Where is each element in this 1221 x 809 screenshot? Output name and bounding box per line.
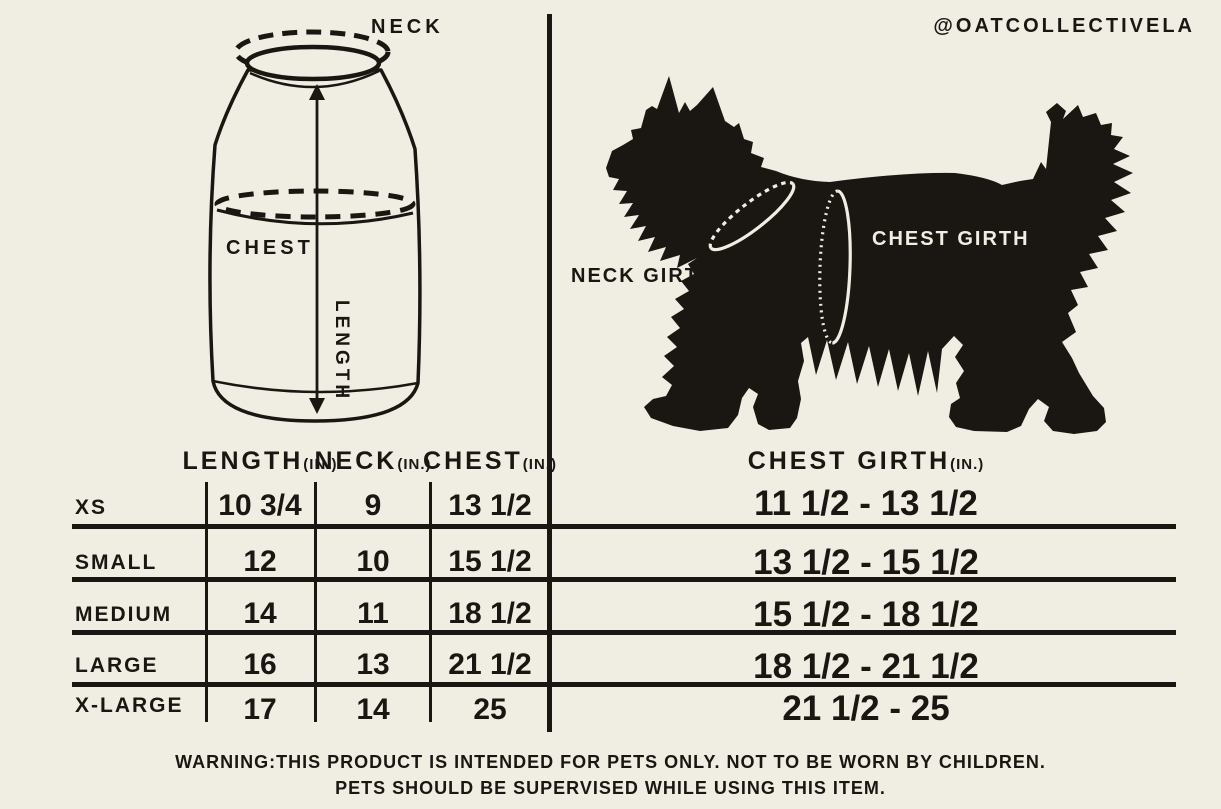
header-length: LENGTH(IN.) xyxy=(150,449,370,474)
cell-small-length: 12 xyxy=(243,545,277,578)
cell-xs-neck: 9 xyxy=(364,489,382,522)
cell-x-large-length: 17 xyxy=(243,693,277,726)
row-label-large: LARGE xyxy=(75,654,159,677)
table-hline xyxy=(72,682,1176,687)
garment-diagram xyxy=(208,29,422,423)
cell-xs-length: 10 3/4 xyxy=(218,489,302,522)
dog-diagram xyxy=(606,76,1133,434)
cell-large-chest-girth: 18 1/2 - 21 1/2 xyxy=(753,647,979,686)
chest-label: CHEST xyxy=(226,237,314,259)
cell-x-large-chest: 25 xyxy=(473,693,507,726)
table-hline xyxy=(72,630,1176,635)
row-label-x-large: X-LARGE xyxy=(75,694,184,717)
chest-girth-label: CHEST GIRTH xyxy=(872,228,1030,250)
table-hline xyxy=(72,577,1176,582)
warning-line-2: PETS SHOULD BE SUPERVISED WHILE USING TH… xyxy=(335,778,886,798)
center-divider-line xyxy=(547,14,552,732)
garment-body-outline xyxy=(208,68,422,423)
header-length-unit: (IN.) xyxy=(303,456,338,473)
cell-xs-chest-girth: 11 1/2 - 13 1/2 xyxy=(754,484,978,523)
cell-large-length: 16 xyxy=(243,648,277,681)
header-neck: NECK(IN.) xyxy=(263,449,483,474)
cell-xs-chest: 13 1/2 xyxy=(448,489,532,522)
length-arrowhead-bottom xyxy=(309,398,325,414)
collar-seam-arc xyxy=(249,69,380,89)
header-neck-unit: (IN.) xyxy=(397,456,432,473)
length-arrowhead-top xyxy=(309,84,325,100)
row-label-medium: MEDIUM xyxy=(75,603,173,626)
header-chest-girth: CHEST GIRTH(IN.) xyxy=(566,449,1166,474)
dog-silhouette xyxy=(606,76,1133,434)
header-chest-text: CHEST xyxy=(423,447,523,475)
cell-medium-neck: 11 xyxy=(357,597,389,630)
warning-line-1: WARNING:THIS PRODUCT IS INTENDED FOR PET… xyxy=(175,752,1046,772)
neck-girth-label: NECK GIRTH xyxy=(571,265,716,287)
header-chest-girth-unit: (IN.) xyxy=(950,456,985,473)
cell-medium-length: 14 xyxy=(243,597,277,630)
brand-handle: @OATCOLLECTIVELA xyxy=(933,15,1195,37)
table-vline xyxy=(429,482,432,722)
cell-small-chest-girth: 13 1/2 - 15 1/2 xyxy=(753,543,979,582)
cell-medium-chest: 18 1/2 xyxy=(448,597,532,630)
cell-x-large-chest-girth: 21 1/2 - 25 xyxy=(782,689,950,728)
row-label-small: SMALL xyxy=(75,551,158,574)
header-neck-text: NECK xyxy=(314,447,398,475)
chest-girth-ellipse xyxy=(818,189,852,345)
neck-girth-ellipse xyxy=(708,180,796,252)
header-length-text: LENGTH xyxy=(182,447,304,475)
table-hline xyxy=(72,524,1176,529)
table-vline xyxy=(314,482,317,722)
cell-small-chest: 15 1/2 xyxy=(448,545,532,578)
header-chest-unit: (IN.) xyxy=(522,456,557,473)
neck-label: NECK xyxy=(371,16,444,38)
cell-x-large-neck: 14 xyxy=(356,693,390,726)
neck-rim-ellipse xyxy=(244,44,382,82)
chest-measure-dashed-ellipse xyxy=(214,188,416,220)
hem-seam-line xyxy=(212,379,419,394)
cell-medium-chest-girth: 15 1/2 - 18 1/2 xyxy=(753,595,979,634)
header-chest-girth-text: CHEST GIRTH xyxy=(747,447,951,475)
cell-large-chest: 21 1/2 xyxy=(448,648,532,681)
table-vline xyxy=(205,482,208,722)
header-chest: CHEST(IN.) xyxy=(380,449,600,474)
chest-front-arc xyxy=(216,208,414,226)
length-label: LENGTH xyxy=(331,300,352,403)
cell-small-neck: 10 xyxy=(356,545,390,578)
row-label-xs: XS xyxy=(75,496,108,519)
cell-large-neck: 13 xyxy=(356,648,390,681)
